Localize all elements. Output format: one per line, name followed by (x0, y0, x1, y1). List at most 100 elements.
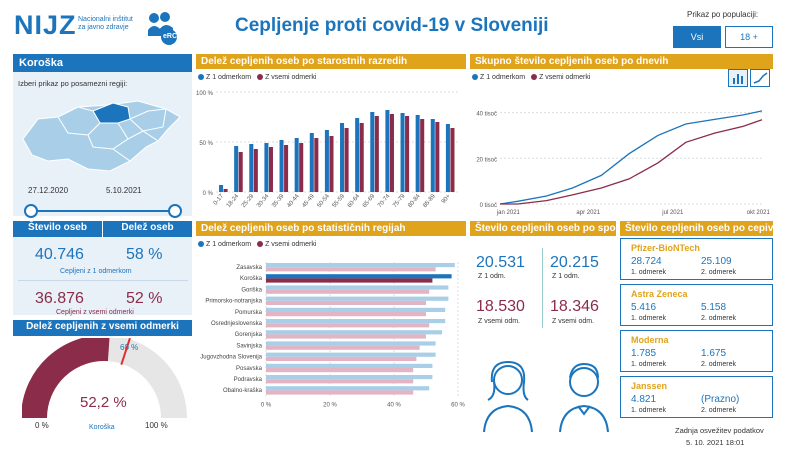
vaccine-dose1-value: 5.416 (631, 302, 657, 313)
vaccine-name: Janssen (631, 381, 668, 391)
age-xtick: 55-59 (332, 193, 347, 209)
pct-header: Delež oseb (103, 221, 192, 237)
region-name: Koroška (13, 54, 192, 72)
gauge-value: 52,2 % (80, 394, 127, 411)
age-bar (279, 140, 284, 192)
slovenia-map[interactable] (18, 89, 188, 177)
age-bar (223, 189, 228, 192)
dose-all-label: Cepljeni z vsemi odmerki (56, 309, 134, 316)
age-xtick: 85-89 (422, 193, 437, 209)
age-bar (234, 146, 239, 192)
bar-view-icon[interactable] (728, 69, 748, 87)
stat-bar[interactable] (266, 341, 436, 346)
vaccination-gauge (22, 338, 187, 419)
stat-bar[interactable] (266, 267, 436, 272)
stat-bar[interactable] (266, 307, 446, 312)
stat-bar[interactable] (266, 323, 430, 328)
daily-xtick: okt 2021 (747, 210, 771, 216)
stat-chart: 0 % 20 % 40 % 60 % Zasavska Koroška Goriška Pri… (200, 262, 465, 408)
stat-bar[interactable] (266, 334, 426, 339)
vaccine-dose1-label: 1. odmerek (631, 269, 667, 276)
stat-bar[interactable] (266, 390, 414, 395)
population-18plus-button[interactable]: 18 + (725, 26, 773, 48)
stat-bar[interactable] (266, 263, 455, 268)
stat-xtick: 0 % (261, 402, 272, 408)
age-ytick: 100 % (196, 91, 214, 97)
age-bar (400, 113, 405, 192)
stat-bar[interactable] (266, 356, 417, 361)
stat-bar[interactable] (266, 368, 414, 373)
gauge-max-label: 100 % (145, 421, 168, 430)
daily-xtick: jul 2021 (661, 210, 684, 216)
stat-bar[interactable] (266, 330, 442, 335)
daily-legend-dose1-label: Z 1 odmerkom (480, 74, 526, 81)
erco-badge-icon: eRCO (145, 10, 182, 46)
age-xtick: 80-84 (407, 193, 422, 209)
age-bar (314, 138, 319, 192)
stat-bar[interactable] (266, 296, 449, 301)
stat-bar[interactable] (266, 386, 430, 391)
age-xtick: 40-44 (286, 193, 301, 209)
daily-chart-title: Skupno število cepljenih oseb po dnevih (470, 54, 773, 69)
stat-bar[interactable] (266, 352, 436, 357)
stat-bar[interactable] (266, 379, 414, 384)
stat-bar[interactable] (266, 375, 433, 380)
date-slider-end-handle[interactable] (168, 204, 182, 218)
vaccine-dose1-value: 1.785 (631, 348, 657, 359)
logo: NIJZ (14, 10, 77, 40)
age-bar (340, 123, 345, 192)
stat-bar[interactable] (266, 278, 433, 283)
date-slider-start-handle[interactable] (24, 204, 38, 218)
population-all-button[interactable]: Vsi (673, 26, 721, 48)
stat-bar[interactable] (266, 363, 433, 368)
line-view-icon[interactable] (750, 69, 770, 87)
dose1-label: Cepljeni z 1 odmerkom (60, 268, 132, 275)
dose1-number: 40.746 (35, 246, 84, 263)
date-slider-track[interactable] (30, 210, 175, 212)
age-bar (268, 147, 273, 192)
vaccine-dose2-value: (Prazno) (701, 394, 740, 405)
stat-bar[interactable] (266, 300, 426, 305)
sex-title: Število cepljenih oseb po spolu (470, 221, 616, 236)
vaccine-dose1-label: 1. odmerek (631, 361, 667, 368)
age-bar (389, 114, 394, 192)
logo-subtitle: Nacionalni inštitut za javno zdravje (78, 16, 133, 32)
dose-all-number: 36.876 (35, 290, 84, 307)
gauge-target-label: 60 % (120, 343, 139, 352)
num-header: Število oseb (13, 221, 102, 237)
female-icon (483, 360, 533, 433)
daily-series-line (500, 119, 763, 205)
stat-legend: Z 1 odmerkom Z vsemi odmerki (198, 241, 316, 248)
vaccine-name: Moderna (631, 335, 669, 345)
vaccine-dose2-label: 2. odmerek (701, 361, 737, 368)
stat-region-label: Zasavska (236, 265, 262, 271)
sex-divider (542, 248, 543, 328)
male-doseall-number: 18.346 (550, 298, 599, 315)
footer-refresh-label: Zadnja osvežitev podatkov (675, 426, 764, 435)
age-bar (405, 116, 410, 192)
stat-bar[interactable] (266, 274, 452, 279)
stat-bar[interactable] (266, 289, 430, 294)
age-bar (374, 116, 379, 192)
stats-panel (13, 237, 192, 315)
stat-region-label: Posavska (236, 366, 263, 372)
stat-legend-dose1-label: Z 1 odmerkom (206, 241, 252, 248)
stat-bar[interactable] (266, 319, 446, 324)
stat-bar[interactable] (266, 312, 426, 317)
legend-doseall-label: Z vsemi odmerki (265, 74, 317, 81)
vaccine-name: Astra Zeneca (631, 289, 688, 299)
daily-xtick: jan 2021 (496, 210, 521, 216)
age-bar (415, 115, 420, 192)
vaccine-dose1-label: 1. odmerek (631, 407, 667, 414)
date-start: 27.12.2020 (28, 186, 69, 195)
stat-bar[interactable] (266, 345, 420, 350)
stat-bar[interactable] (266, 285, 449, 290)
gauge-min-label: 0 % (35, 421, 49, 430)
daily-series-line (499, 110, 763, 205)
stat-region-label: Savinjska (236, 343, 262, 349)
age-bar (253, 149, 258, 192)
daily-legend-dose1-dot (472, 74, 478, 81)
age-legend: Z 1 odmerkom Z vsemi odmerki (198, 74, 316, 81)
age-bar (309, 133, 314, 192)
daily-xtick: apr 2021 (576, 210, 600, 216)
